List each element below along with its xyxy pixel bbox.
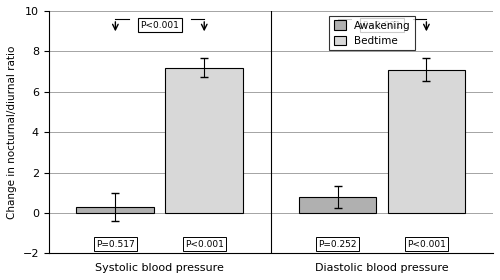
- Text: P=0.517: P=0.517: [96, 240, 134, 249]
- Bar: [166, 67, 243, 213]
- Text: P<0.001: P<0.001: [407, 240, 446, 249]
- Text: P<0.001: P<0.001: [140, 21, 179, 30]
- Bar: [388, 69, 466, 213]
- Text: P<0.001: P<0.001: [362, 21, 402, 30]
- Y-axis label: Change in nocturnal/diurnal ratio: Change in nocturnal/diurnal ratio: [7, 45, 17, 219]
- Bar: [298, 197, 376, 213]
- Text: P<0.001: P<0.001: [185, 240, 224, 249]
- Text: P=0.252: P=0.252: [318, 240, 357, 249]
- Legend: Awakening, Bedtime: Awakening, Bedtime: [330, 16, 415, 50]
- Bar: [76, 207, 154, 213]
